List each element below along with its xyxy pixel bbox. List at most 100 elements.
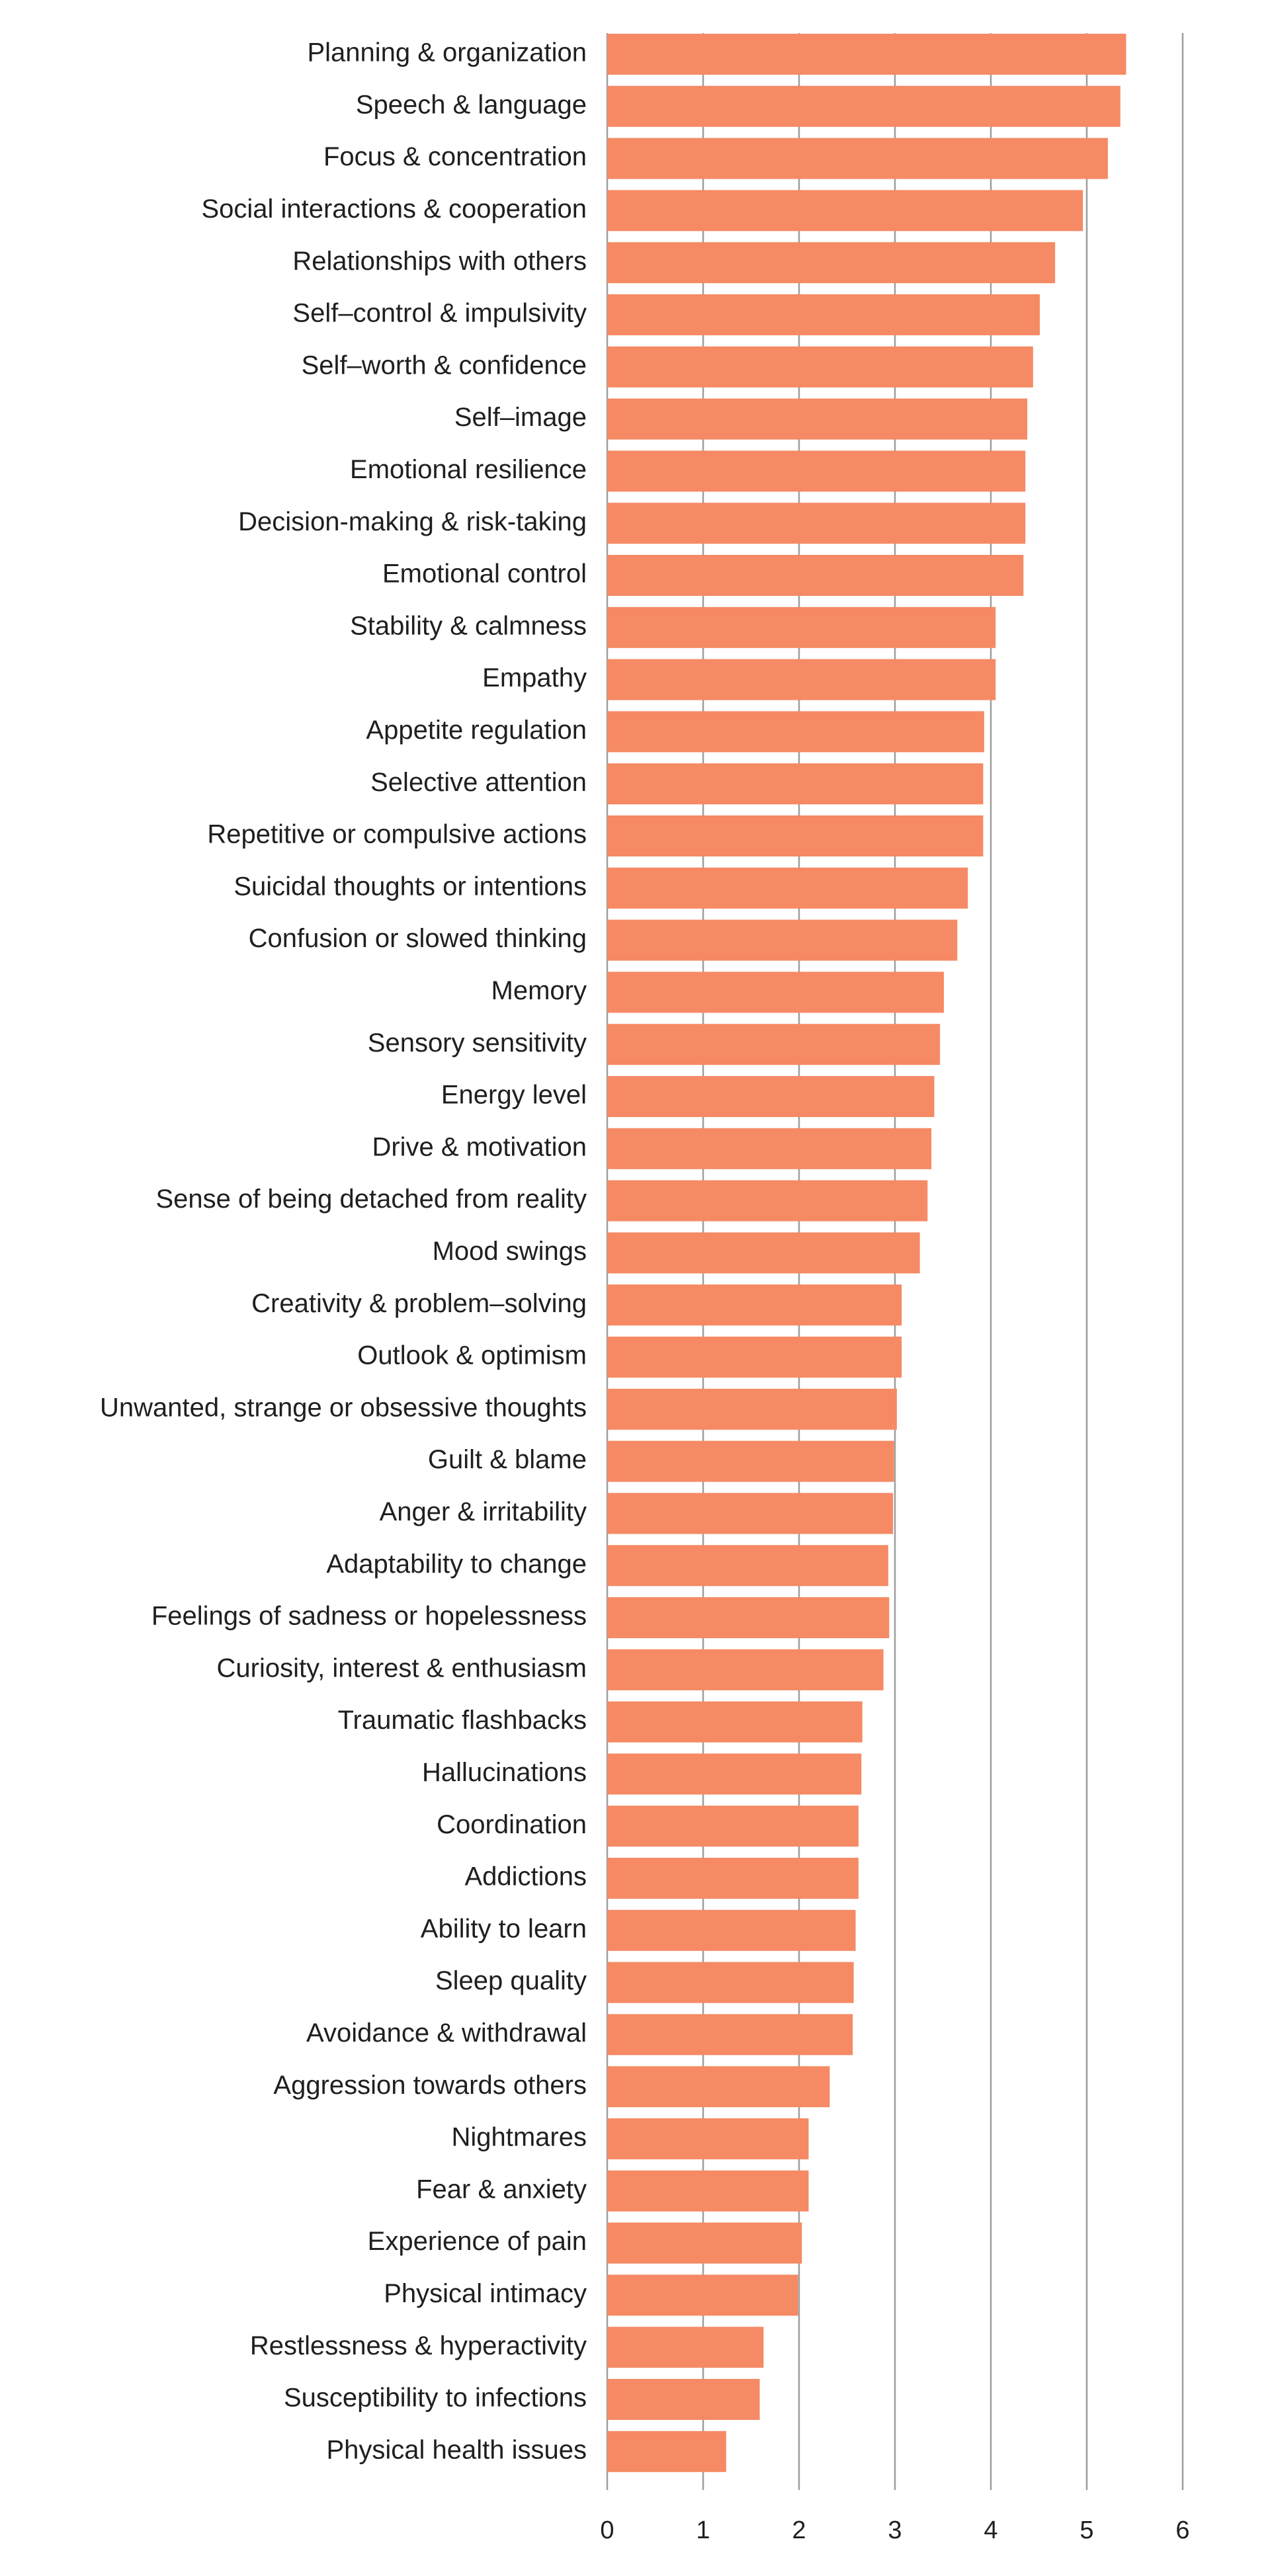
bar xyxy=(607,503,1026,544)
category-label: Fear & anxiety xyxy=(416,2175,587,2204)
category-label: Guilt & blame xyxy=(428,1445,587,1474)
bar xyxy=(607,659,996,700)
bar xyxy=(607,2170,809,2212)
bar xyxy=(607,1909,856,1951)
bar xyxy=(607,398,1028,440)
category-label: Suicidal thoughts or intentions xyxy=(233,872,587,901)
bar xyxy=(607,1284,902,1326)
category-label: Energy level xyxy=(441,1081,587,1110)
bar xyxy=(607,1388,897,1430)
bar xyxy=(607,1597,890,1638)
bar xyxy=(607,606,996,648)
x-tick-label: 2 xyxy=(792,2516,806,2544)
x-tick-label: 4 xyxy=(984,2516,997,2544)
category-label: Creativity & problem–solving xyxy=(251,1289,587,1318)
bar xyxy=(607,763,984,805)
category-label: Curiosity, interest & enthusiasm xyxy=(217,1653,587,1683)
bar xyxy=(607,1806,859,1847)
bar xyxy=(607,1440,894,1482)
bar xyxy=(607,1180,928,1222)
bar xyxy=(607,555,1024,596)
x-tick-label: 3 xyxy=(888,2516,902,2544)
bar xyxy=(607,2274,798,2316)
bar xyxy=(607,2327,764,2368)
category-label: Empathy xyxy=(482,663,587,692)
bar xyxy=(607,1024,941,1065)
bar xyxy=(607,1545,888,1587)
x-axis-ticks: 0 1 2 3 4 5 6 xyxy=(600,2516,1189,2544)
category-label: Emotional control xyxy=(382,560,587,589)
category-label: Confusion or slowed thinking xyxy=(249,924,587,953)
category-label: Sense of being detached from reality xyxy=(155,1184,587,1214)
bar xyxy=(607,1701,863,1743)
bar xyxy=(607,1753,862,1795)
category-label: Repetitive or compulsive actions xyxy=(207,820,587,849)
bar xyxy=(607,138,1108,179)
bar xyxy=(607,1337,902,1378)
category-label: Self–image xyxy=(454,403,587,432)
category-label: Self–control & impulsivity xyxy=(292,299,587,328)
category-label: Restlessness & hyperactivity xyxy=(250,2331,587,2360)
bar xyxy=(607,2066,830,2108)
category-label: Adaptability to change xyxy=(326,1550,587,1579)
bar xyxy=(607,450,1026,492)
bar xyxy=(607,1962,854,2003)
category-label: Hallucinations xyxy=(422,1758,587,1787)
category-label: Relationships with others xyxy=(292,247,587,276)
bar xyxy=(607,867,968,909)
category-label: Nightmares xyxy=(451,2123,587,2152)
category-label: Emotional resilience xyxy=(350,455,587,484)
category-label: Anger & irritability xyxy=(380,1497,587,1526)
category-label: Outlook & optimism xyxy=(357,1341,587,1370)
bar xyxy=(607,242,1056,284)
bar xyxy=(607,972,944,1013)
bar xyxy=(607,1232,920,1274)
category-label: Focus & concentration xyxy=(323,142,587,171)
category-label: Sensory sensitivity xyxy=(368,1028,587,1058)
x-tick-label: 5 xyxy=(1080,2516,1093,2544)
bars xyxy=(607,34,1126,2472)
x-tick-label: 1 xyxy=(696,2516,710,2544)
bar xyxy=(607,2014,853,2056)
bar xyxy=(607,85,1121,127)
category-labels: Planning & organization Speech & language… xyxy=(100,38,587,2465)
bar xyxy=(607,1858,859,1899)
category-label: Addictions xyxy=(464,1862,587,1891)
bar xyxy=(607,346,1033,388)
category-label: Coordination xyxy=(437,1810,587,1839)
category-label: Unwanted, strange or obsessive thoughts xyxy=(100,1393,587,1422)
category-label: Physical intimacy xyxy=(384,2279,587,2308)
category-label: Sleep quality xyxy=(435,1966,587,1995)
category-label: Speech & language xyxy=(356,90,587,119)
category-label: Stability & calmness xyxy=(350,611,587,640)
x-tick-label: 0 xyxy=(600,2516,614,2544)
bar xyxy=(607,190,1083,231)
bar xyxy=(607,711,984,753)
category-label: Self–worth & confidence xyxy=(302,351,587,380)
category-label: Susceptibility to infections xyxy=(284,2384,587,2413)
category-label: Appetite regulation xyxy=(366,716,587,745)
bar xyxy=(607,2222,802,2264)
category-label: Memory xyxy=(491,976,587,1005)
category-label: Traumatic flashbacks xyxy=(338,1706,587,1735)
category-label: Ability to learn xyxy=(421,1914,587,1943)
bar xyxy=(607,294,1040,335)
category-label: Selective attention xyxy=(370,768,587,797)
bar xyxy=(607,2431,726,2472)
category-label: Drive & motivation xyxy=(372,1132,587,1161)
bar xyxy=(607,1649,884,1690)
bar xyxy=(607,2118,809,2159)
category-label: Feelings of sadness or hopelessness xyxy=(151,1602,587,1631)
category-label: Planning & organization xyxy=(307,38,587,67)
bar xyxy=(607,919,958,961)
bar xyxy=(607,1493,894,1534)
category-label: Mood swings xyxy=(433,1237,587,1266)
category-label: Physical health issues xyxy=(326,2435,587,2464)
category-label: Aggression towards others xyxy=(273,2071,587,2100)
bar xyxy=(607,1128,932,1169)
bar xyxy=(607,2379,760,2420)
bar xyxy=(607,815,984,856)
category-label: Experience of pain xyxy=(368,2227,587,2256)
bar xyxy=(607,1076,935,1117)
